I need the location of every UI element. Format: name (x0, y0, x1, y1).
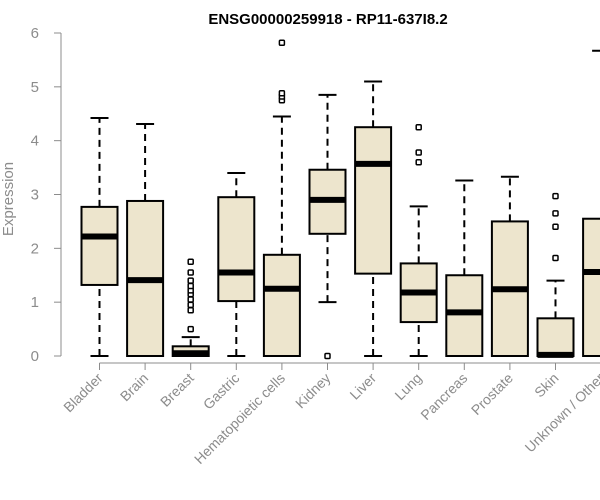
outlier-point (552, 254, 559, 262)
x-tick-label: Bladder (60, 370, 106, 416)
outlier-point (552, 192, 559, 200)
chart-title: ENSG00000259918 - RP11-637I8.2 (208, 11, 447, 28)
box-skin (536, 192, 575, 358)
iqr-box (445, 274, 484, 357)
y-tick-label: 3 (31, 187, 39, 204)
outlier-point (187, 301, 194, 309)
iqr-box (262, 253, 301, 357)
outlier-point (278, 39, 286, 46)
x-tick-label: Unknown / Other (522, 370, 600, 456)
x-tick-label: Liver (346, 370, 379, 403)
y-axis-label: Expression (0, 162, 17, 236)
y-tick-label: 6 (31, 25, 39, 42)
box-breast (171, 258, 210, 357)
outlier-point (187, 258, 194, 266)
outlier-point (552, 210, 559, 217)
x-tick-label: Pancreas (417, 370, 470, 423)
outlier-point (415, 149, 422, 156)
x-tick-label: Prostate (468, 370, 516, 418)
outlier-point (187, 306, 194, 314)
x-tick-label: Kidney (292, 370, 334, 412)
x-tick-label: Skin (531, 370, 562, 401)
iqr-box (217, 196, 256, 303)
outlier-point (552, 223, 559, 231)
y-tick-label: 0 (31, 348, 39, 365)
box-kidney (308, 93, 347, 360)
outlier-point (324, 352, 331, 360)
outlier-point (415, 123, 422, 131)
boxplot-group (80, 39, 600, 360)
box-lung (399, 123, 438, 357)
x-tick-label: Lung (391, 370, 424, 403)
y-tick-label: 1 (31, 294, 39, 311)
x-tick-label: Hematopoietic cells (191, 370, 288, 467)
iqr-box (80, 205, 119, 286)
y-tick-label: 4 (31, 133, 39, 150)
iqr-box (354, 126, 393, 275)
y-tick-label: 5 (31, 79, 39, 96)
x-tick-label: Gastric (200, 370, 243, 413)
box-brain (126, 122, 165, 357)
outlier-point (187, 269, 194, 276)
box-prostate (490, 175, 529, 357)
outlier-point (415, 158, 422, 166)
box-unknown-other (582, 49, 600, 357)
x-tick-label: Breast (157, 370, 197, 410)
x-tick-label: Brain (117, 370, 151, 404)
outlier-point (187, 277, 194, 284)
box-gastric (217, 171, 256, 357)
y-tick-label: 2 (31, 240, 39, 257)
box-hematopoietic-cells (262, 39, 301, 357)
outlier-point (187, 282, 194, 290)
box-liver (354, 80, 393, 357)
y-axis: 0 1 2 3 4 5 6 (31, 25, 62, 365)
iqr-box (536, 317, 575, 358)
box-bladder (80, 117, 119, 357)
outlier-point (278, 90, 286, 97)
outlier-point (187, 325, 194, 333)
box-pancreas (445, 179, 484, 357)
iqr-box (582, 217, 600, 357)
outlier-point (187, 296, 194, 303)
